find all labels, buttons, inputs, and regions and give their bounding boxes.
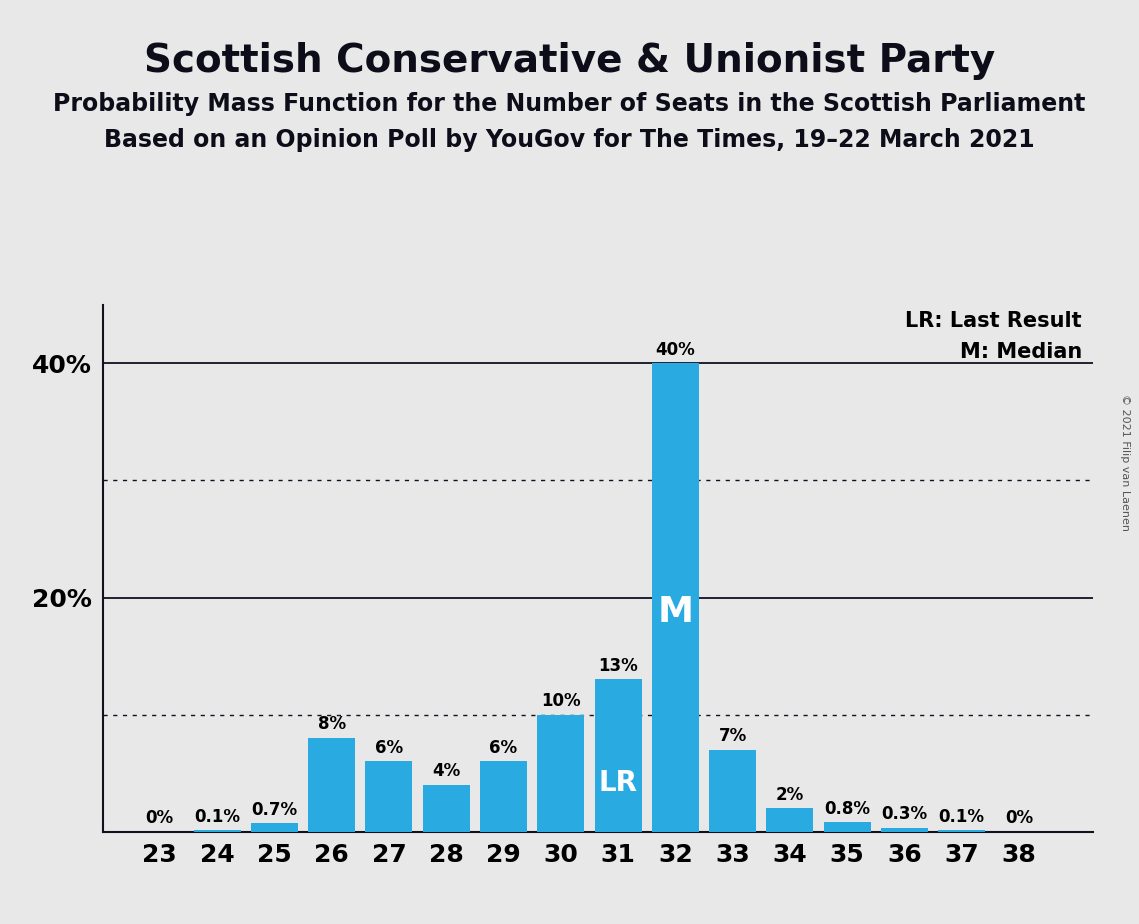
Text: LR: Last Result: LR: Last Result — [906, 310, 1082, 331]
Text: 0%: 0% — [1005, 808, 1033, 827]
Bar — [880, 828, 928, 832]
Bar — [652, 363, 699, 832]
Bar — [939, 831, 985, 832]
Text: M: M — [657, 594, 694, 628]
Bar — [823, 822, 870, 832]
Text: 6%: 6% — [375, 738, 403, 757]
Bar — [251, 823, 297, 832]
Text: 0.1%: 0.1% — [939, 808, 985, 826]
Bar — [309, 738, 355, 832]
Text: M: Median: M: Median — [960, 343, 1082, 362]
Text: 0.1%: 0.1% — [194, 808, 240, 826]
Text: 4%: 4% — [432, 762, 460, 780]
Text: 40%: 40% — [655, 341, 695, 359]
Text: 10%: 10% — [541, 692, 581, 710]
Text: 7%: 7% — [719, 727, 747, 745]
Text: Probability Mass Function for the Number of Seats in the Scottish Parliament: Probability Mass Function for the Number… — [54, 92, 1085, 116]
Text: LR: LR — [598, 769, 638, 796]
Bar — [480, 761, 527, 832]
Bar — [366, 761, 412, 832]
Bar — [767, 808, 813, 832]
Text: 8%: 8% — [318, 715, 346, 734]
Text: 0.7%: 0.7% — [252, 801, 297, 819]
Bar — [538, 714, 584, 832]
Bar — [423, 784, 469, 832]
Bar — [710, 749, 756, 832]
Text: Based on an Opinion Poll by YouGov for The Times, 19–22 March 2021: Based on an Opinion Poll by YouGov for T… — [104, 128, 1035, 152]
Text: © 2021 Filip van Laenen: © 2021 Filip van Laenen — [1121, 394, 1130, 530]
Text: Scottish Conservative & Unionist Party: Scottish Conservative & Unionist Party — [144, 42, 995, 79]
Text: 0%: 0% — [146, 808, 174, 827]
Text: 13%: 13% — [598, 657, 638, 675]
Bar — [595, 679, 641, 832]
Text: 0.8%: 0.8% — [825, 799, 870, 818]
Text: 0.3%: 0.3% — [882, 806, 927, 823]
Bar — [194, 831, 240, 832]
Text: 2%: 2% — [776, 785, 804, 804]
Text: 6%: 6% — [490, 738, 517, 757]
